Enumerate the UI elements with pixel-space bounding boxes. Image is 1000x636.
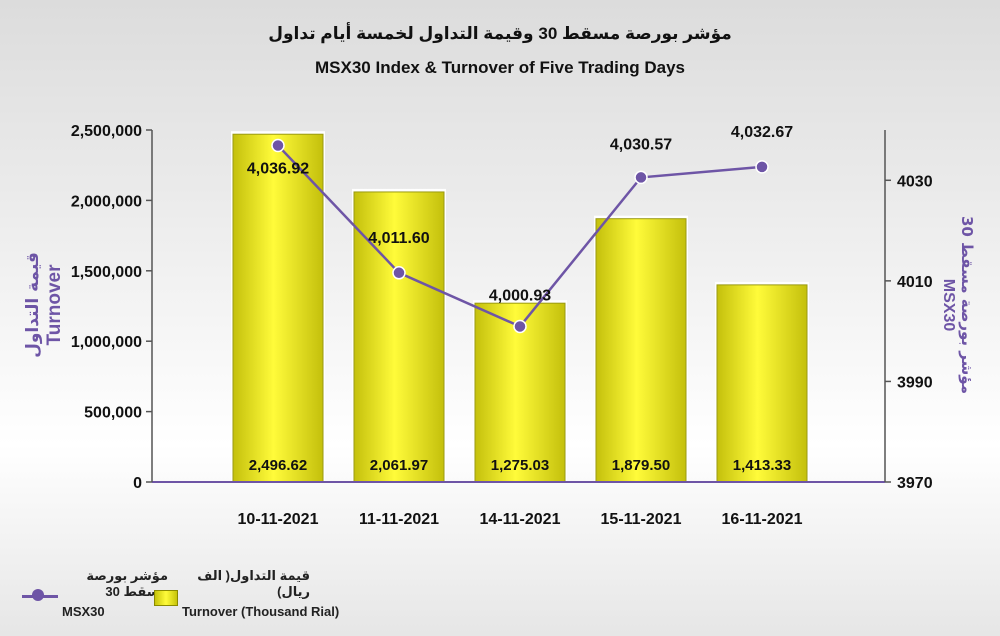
legend-marker-swatch <box>32 589 44 601</box>
right-axis-tick-label: 3990 <box>897 374 933 391</box>
x-axis-tick-label: 11-11-2021 <box>359 511 439 528</box>
msx30-value-label: 4,030.57 <box>610 136 672 153</box>
x-axis-tick-label: 14-11-2021 <box>480 511 561 528</box>
x-axis-tick-label: 15-11-2021 <box>601 511 682 528</box>
left-axis-tick-label: 0 <box>133 475 142 492</box>
bar-value-label: 1,413.33 <box>733 457 791 474</box>
msx30-point <box>513 319 527 334</box>
msx30-value-label: 4,032.67 <box>731 124 793 141</box>
left-axis-tick-label: 2,500,000 <box>71 123 142 140</box>
turnover-bar <box>232 133 324 483</box>
bar-value-label: 1,879.50 <box>612 457 670 474</box>
left-axis-tick-label: 1,000,000 <box>71 334 142 351</box>
left-axis-title-arabic: قيمة التداول <box>23 252 43 358</box>
chart-title-arabic: مؤشر بورصة مسقط 30 وقيمة التداول لخمسة أ… <box>268 24 732 43</box>
bar-value-label: 1,275.03 <box>491 457 549 474</box>
x-axis-tick-label: 10-11-2021 <box>238 511 319 528</box>
legend-label-msx30-arabic: مؤشر بورصة مسقط 30 <box>86 568 168 599</box>
legend-label-turnover-arabic: قيمة التداول( الف ريال) <box>197 568 310 599</box>
msx30-point <box>634 170 648 185</box>
left-axis-title: قيمة التداول Turnover <box>23 252 65 358</box>
msx30-point <box>392 266 406 280</box>
left-axis-tick-label: 500,000 <box>84 405 142 422</box>
bar-value-label: 2,061.97 <box>370 457 428 474</box>
chart-title: MSX30 Index & Turnover of Five Trading D… <box>315 58 685 77</box>
turnover-bar <box>595 218 687 483</box>
left-axis-tick-label: 2,000,000 <box>71 193 142 210</box>
left-axis-title-english: Turnover <box>44 264 65 346</box>
legend-label-msx30: MSX30 <box>62 604 105 619</box>
msx30-point <box>271 138 285 153</box>
right-axis-tick-label: 4010 <box>897 274 933 291</box>
x-axis-tick-label: 16-11-2021 <box>722 511 803 528</box>
left-axis-tick-label: 1,500,000 <box>71 264 142 281</box>
msx30-point <box>755 160 769 174</box>
msx30-value-label: 4,036.92 <box>247 160 309 177</box>
legend-bar-swatch <box>154 590 178 606</box>
right-axis-title-english: MSX30 <box>940 279 957 332</box>
right-axis-tick-label: 4030 <box>897 173 933 190</box>
legend-label-turnover: Turnover (Thousand Rial) <box>182 604 340 619</box>
msx30-value-label: 4,000.93 <box>489 287 551 304</box>
turnover-bar <box>716 284 808 483</box>
right-axis-tick-label: 3970 <box>897 475 933 492</box>
msx30-value-label: 4,011.60 <box>368 230 430 247</box>
right-axis-title-arabic: مؤشر بورصة مسقط 30 <box>958 216 976 394</box>
bar-value-label: 2,496.62 <box>249 457 307 474</box>
